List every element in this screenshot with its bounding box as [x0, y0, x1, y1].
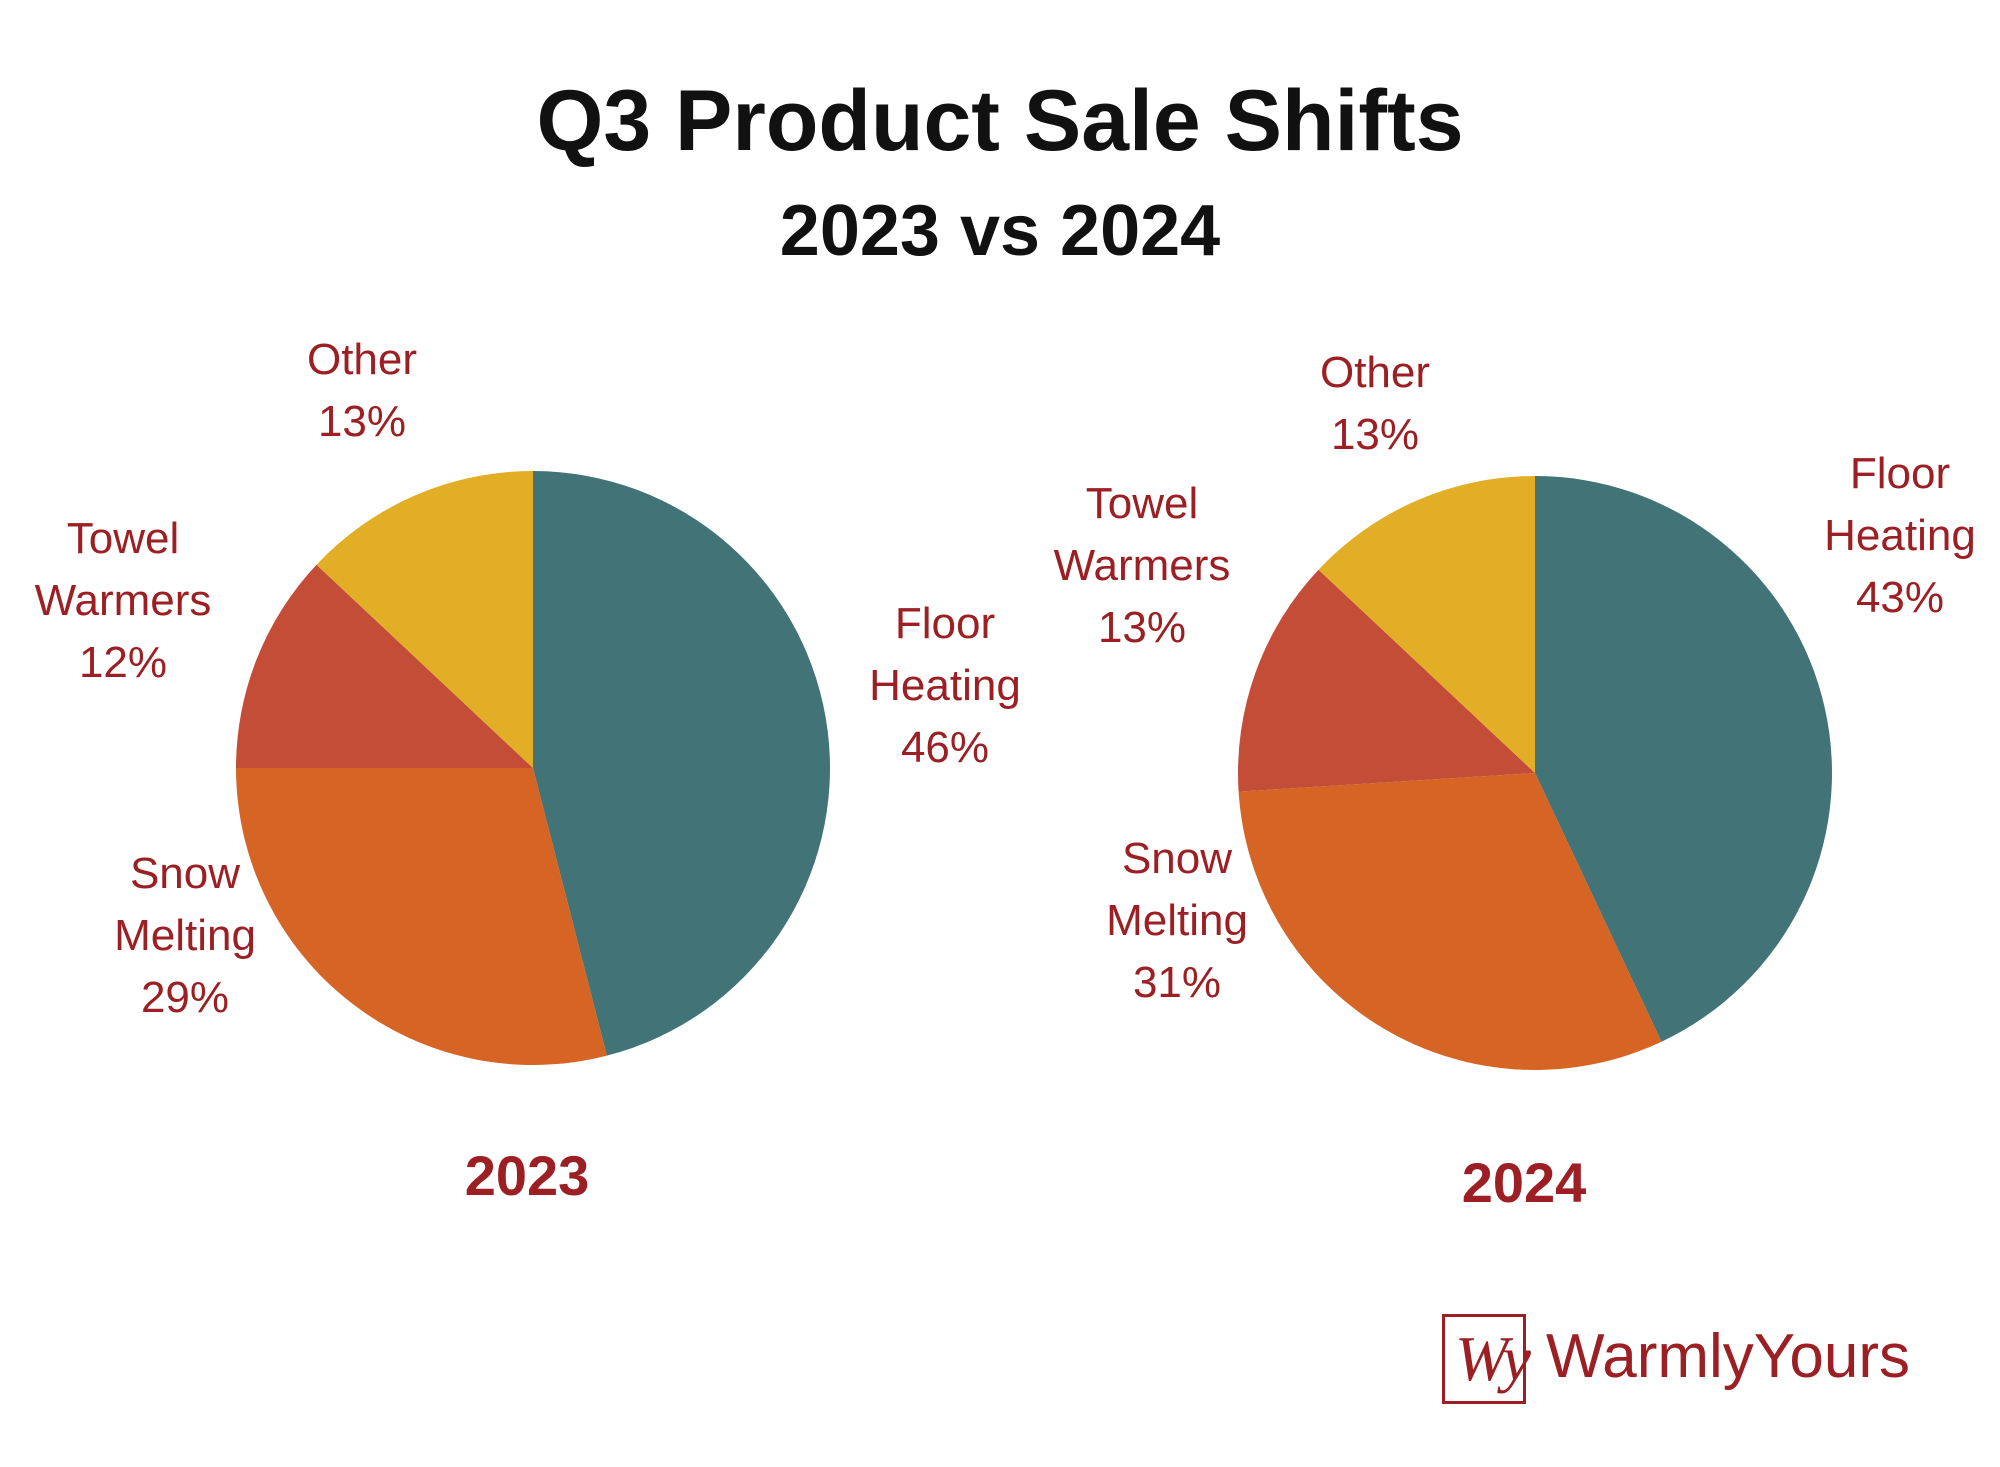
- slice-value-label: 31%: [1133, 958, 1221, 1007]
- pie-slice-other-2023: [316, 471, 533, 768]
- slice-label-towel-warmers-2024: Towel Warmers 13%: [1054, 479, 1231, 652]
- slice-label-towel-warmers-2023: Towel Warmers 12%: [35, 514, 212, 687]
- chart-year-label-2024: 2024: [1462, 1151, 1587, 1214]
- slice-name-label: Warmers: [35, 576, 212, 625]
- slice-label-snow-melting-2024: Snow Melting 31%: [1106, 834, 1248, 1007]
- pie-slice-towel-warmers-2024: [1238, 569, 1535, 792]
- pie-chart-2023: Floor Heating 46% Snow Melting 29% Towel Warmer…: [35, 335, 1021, 1207]
- slice-label-floor-heating-2024: Floor Heating 43%: [1824, 449, 1976, 622]
- pie-slice-snow-melting-2023: [236, 768, 607, 1066]
- slice-value-label: 13%: [1098, 603, 1186, 652]
- slice-name-label: Melting: [114, 911, 256, 960]
- slice-name-label: Floor: [895, 599, 995, 648]
- slice-label-snow-melting-2023: Snow Melting 29%: [114, 849, 256, 1022]
- chart-title: Q3 Product Sale Shifts: [536, 73, 1464, 169]
- pie-slice-snow-melting-2024: [1238, 773, 1662, 1070]
- slice-value-label: 13%: [1331, 410, 1419, 459]
- chart-year-label-2023: 2023: [465, 1144, 590, 1207]
- pie-slice-towel-warmers-2023: [236, 564, 533, 768]
- slice-value-label: 43%: [1856, 573, 1944, 622]
- pie-slice-floor-heating-2023: [533, 471, 831, 1056]
- slice-value-label: 12%: [79, 638, 167, 687]
- chart-subtitle: 2023 vs 2024: [779, 191, 1221, 271]
- slice-name-label: Snow: [130, 849, 240, 898]
- slice-value-label: 46%: [901, 723, 989, 772]
- slice-label-other-2023: Other 13%: [307, 335, 417, 446]
- pie-chart-2024: Floor Heating 43% Snow Melting 31% Towel Warmer…: [1054, 348, 1976, 1214]
- slice-name-label: Warmers: [1054, 541, 1231, 590]
- warmlyyours-logo: Wy WarmlyYours: [1440, 1310, 1920, 1420]
- slice-name-label: Towel: [67, 514, 180, 563]
- pie-slice-floor-heating-2024: [1535, 476, 1832, 1042]
- slice-name-label: Snow: [1122, 834, 1232, 883]
- slice-name-label: Other: [307, 335, 417, 384]
- pie-slice-other-2024: [1318, 476, 1535, 773]
- slice-label-floor-heating-2023: Floor Heating 46%: [869, 599, 1021, 772]
- slice-name-label: Heating: [1824, 511, 1976, 560]
- slice-name-label: Floor: [1850, 449, 1950, 498]
- slice-label-other-2024: Other 13%: [1320, 348, 1430, 459]
- slice-value-label: 29%: [141, 973, 229, 1022]
- slice-name-label: Towel: [1086, 479, 1199, 528]
- logo-monogram-box: Wy: [1442, 1314, 1531, 1404]
- logo-wordmark: WarmlyYours: [1546, 1322, 1911, 1391]
- slice-name-label: Heating: [869, 661, 1021, 710]
- logo-monogram: Wy: [1455, 1323, 1531, 1394]
- slice-name-label: Other: [1320, 348, 1430, 397]
- slice-value-label: 13%: [318, 397, 406, 446]
- slice-name-label: Melting: [1106, 896, 1248, 945]
